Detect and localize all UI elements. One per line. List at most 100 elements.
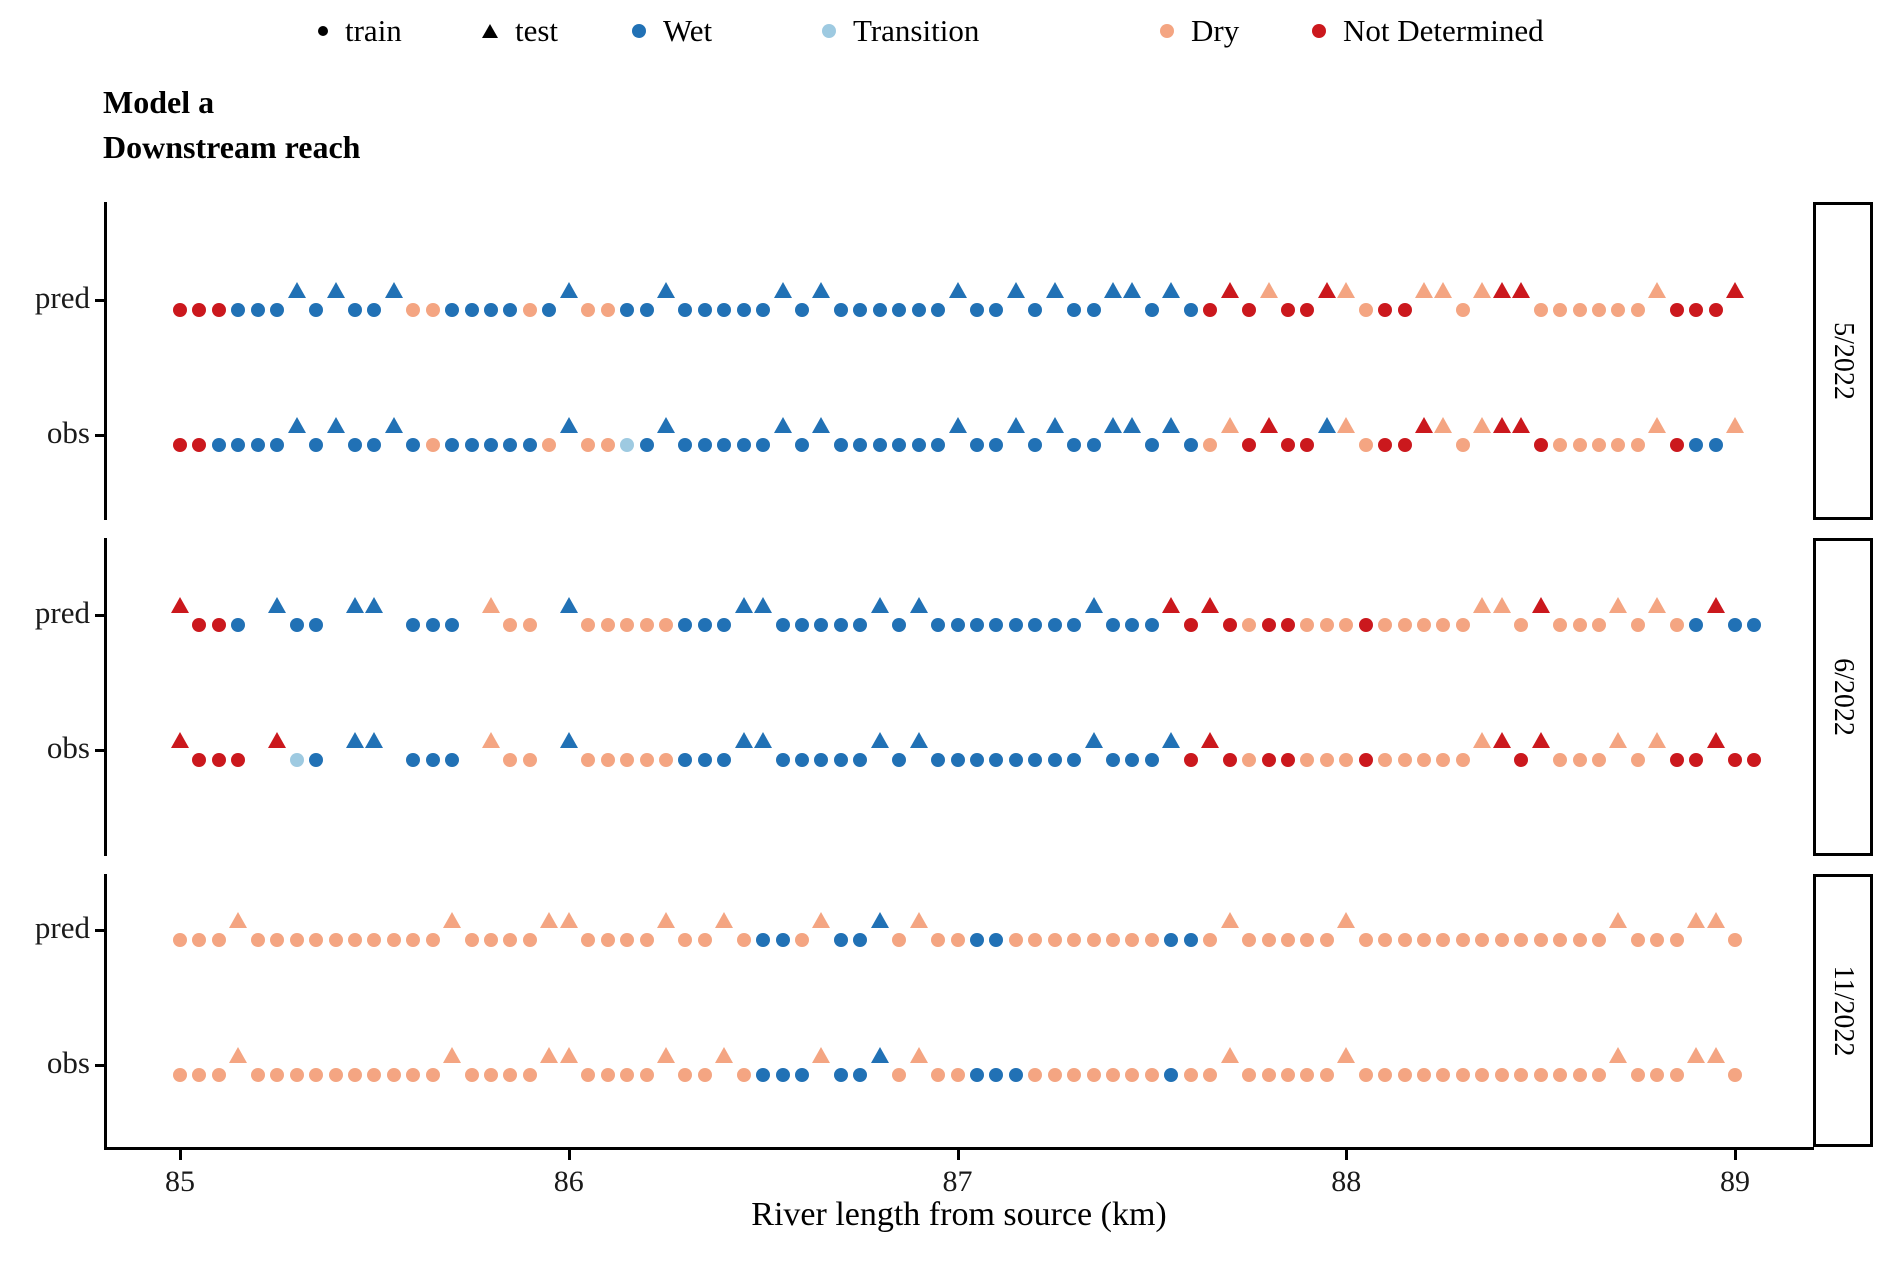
data-point-train xyxy=(658,618,673,632)
data-point-train xyxy=(1514,1068,1529,1082)
data-point-train xyxy=(639,1068,654,1082)
data-point-train xyxy=(892,753,907,767)
data-point-train xyxy=(1572,1068,1587,1082)
data-point-train xyxy=(1378,618,1393,632)
data-point-train xyxy=(1591,438,1606,452)
data-point-train xyxy=(1514,618,1529,632)
data-point-train xyxy=(658,753,673,767)
data-point-train xyxy=(173,1068,187,1082)
data-point-train xyxy=(581,303,596,317)
data-point-train xyxy=(1747,753,1762,767)
data-point-train xyxy=(678,438,693,452)
data-point-test xyxy=(1337,417,1356,433)
data-point-train xyxy=(1397,1068,1412,1082)
data-point-train xyxy=(1300,1068,1315,1082)
data-point-train xyxy=(1280,618,1295,632)
data-point-train xyxy=(969,618,984,632)
data-point-test xyxy=(1201,597,1220,613)
data-point-train xyxy=(1319,1068,1334,1082)
data-point-train xyxy=(211,1068,226,1082)
data-point-train xyxy=(1378,438,1393,452)
data-point-train xyxy=(522,303,537,317)
data-point-train xyxy=(775,933,790,947)
data-point-test xyxy=(1162,417,1181,433)
data-point-train xyxy=(1144,303,1159,317)
data-point-train xyxy=(833,933,848,947)
data-point-train xyxy=(833,303,848,317)
data-point-train xyxy=(911,303,926,317)
data-point-test xyxy=(870,912,889,928)
facet-strip-11-2022: 11/2022 xyxy=(1813,874,1873,1147)
data-point-train xyxy=(425,753,440,767)
data-point-train xyxy=(717,618,732,632)
data-point-train xyxy=(1183,753,1198,767)
data-point-train xyxy=(386,1068,401,1082)
row-label-obs: obs xyxy=(46,415,90,450)
data-point-train xyxy=(1047,933,1062,947)
data-point-train xyxy=(445,618,460,632)
data-point-train xyxy=(367,438,382,452)
data-point-train xyxy=(717,303,732,317)
data-point-train xyxy=(464,933,479,947)
data-point-test xyxy=(1492,597,1511,613)
data-point-train xyxy=(1514,753,1529,767)
row-label-pred: pred xyxy=(34,280,90,315)
data-point-train xyxy=(406,753,421,767)
data-point-train xyxy=(1164,933,1179,947)
data-point-test xyxy=(909,732,928,748)
data-point-train xyxy=(347,933,362,947)
data-point-train xyxy=(969,303,984,317)
facet-strip-label: 11/2022 xyxy=(1828,965,1859,1056)
data-point-train xyxy=(950,753,965,767)
legend-triangle-icon xyxy=(482,24,498,38)
data-point-test xyxy=(1317,282,1336,298)
data-point-test xyxy=(948,282,967,298)
data-point-train xyxy=(1417,753,1431,767)
data-point-train xyxy=(756,1068,771,1082)
data-point-train xyxy=(503,753,518,767)
data-point-train xyxy=(270,933,285,947)
data-point-test xyxy=(1473,282,1492,298)
data-point-train xyxy=(1008,753,1023,767)
data-point-train xyxy=(678,1068,693,1082)
data-point-train xyxy=(1242,303,1257,317)
x-tick xyxy=(179,1150,182,1160)
data-point-train xyxy=(1203,303,1218,317)
data-point-train xyxy=(1280,1068,1295,1082)
data-point-train xyxy=(795,933,809,947)
data-point-train xyxy=(931,933,946,947)
data-point-test xyxy=(870,1047,889,1063)
legend-item-dry: Dry xyxy=(1160,8,1239,54)
data-point-test xyxy=(1512,282,1531,298)
data-point-test xyxy=(812,912,831,928)
data-point-test xyxy=(345,597,364,613)
data-point-train xyxy=(1144,753,1159,767)
data-point-test xyxy=(1648,282,1667,298)
data-point-test xyxy=(1473,417,1492,433)
data-point-test xyxy=(482,732,500,748)
data-point-train xyxy=(1417,618,1431,632)
row-label-pred: pred xyxy=(34,910,90,945)
data-point-train xyxy=(1591,618,1606,632)
data-point-train xyxy=(211,753,226,767)
data-point-train xyxy=(173,438,187,452)
data-point-train xyxy=(1086,438,1101,452)
data-point-test xyxy=(443,1047,462,1063)
data-point-train xyxy=(1397,933,1412,947)
data-point-train xyxy=(1611,438,1626,452)
x-tick-label: 89 xyxy=(1720,1165,1750,1198)
data-point-test xyxy=(812,282,831,298)
data-point-train xyxy=(1106,753,1120,767)
data-point-train xyxy=(211,303,226,317)
data-point-test xyxy=(443,912,462,928)
data-point-train xyxy=(989,933,1004,947)
data-point-train xyxy=(1067,1068,1082,1082)
data-point-test xyxy=(1726,417,1744,433)
data-point-train xyxy=(892,303,907,317)
data-point-train xyxy=(1028,303,1043,317)
data-point-test xyxy=(1220,417,1239,433)
data-point-train xyxy=(1494,933,1509,947)
legend-label: Wet xyxy=(663,13,713,48)
data-point-train xyxy=(600,933,615,947)
data-point-train xyxy=(1572,753,1587,767)
